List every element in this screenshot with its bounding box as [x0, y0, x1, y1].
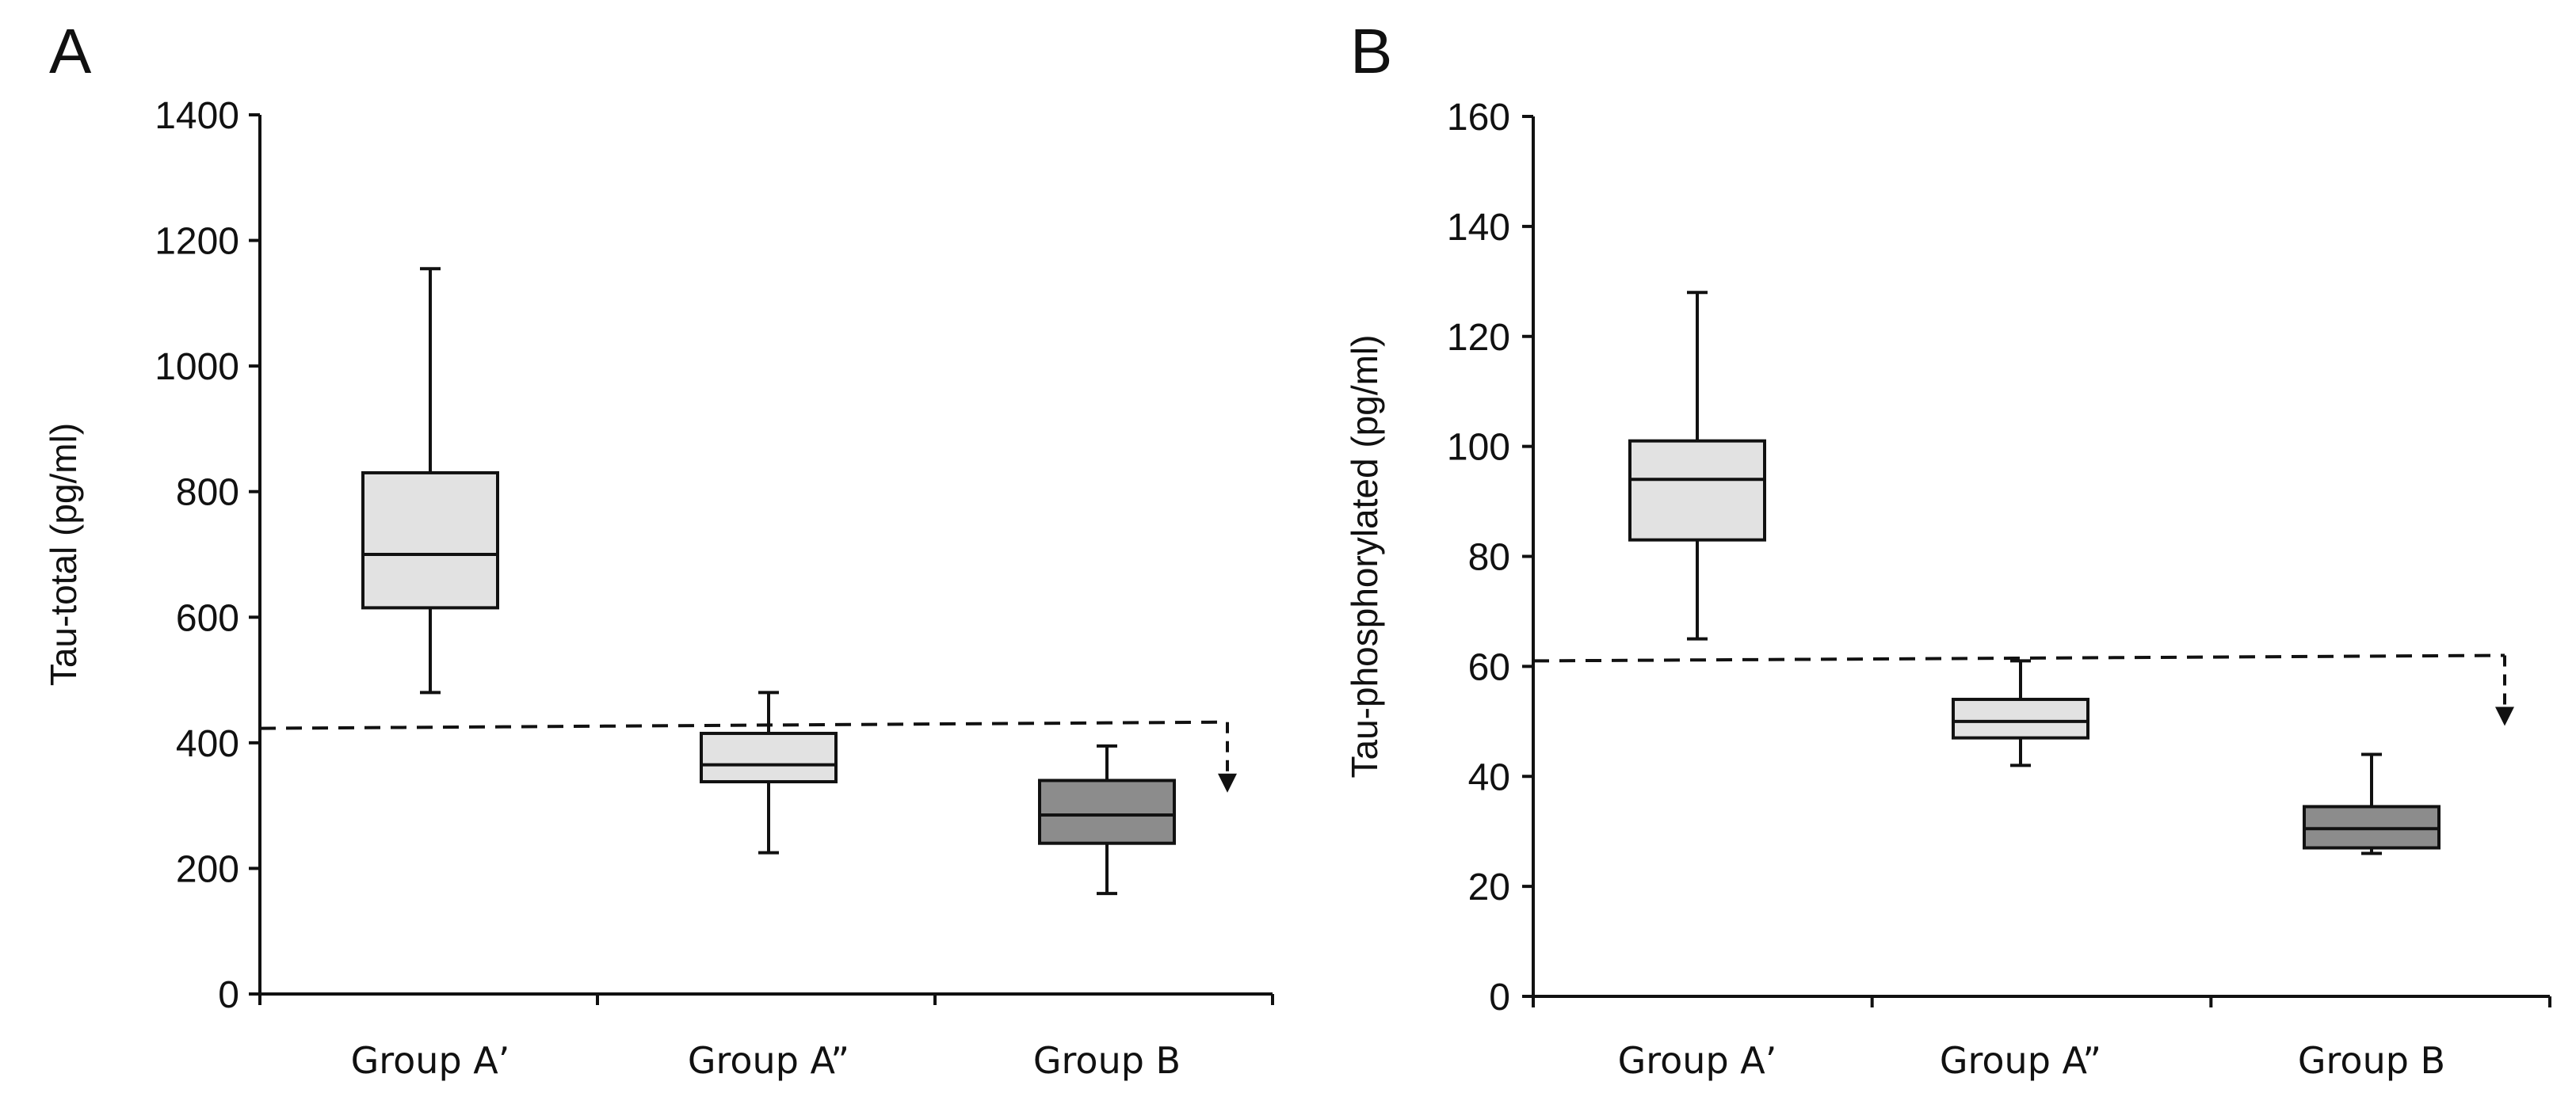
box-1 [361, 267, 499, 695]
box-3 [2303, 752, 2441, 855]
y-tick-label: 160 [1447, 97, 1510, 139]
y-tick-label: 1400 [155, 95, 239, 137]
iqr-box [1628, 439, 1766, 542]
y-axis-title: Tau-total (pg/ml) [43, 423, 84, 686]
y-tick-label: 1000 [155, 346, 239, 388]
reference-arrow-head [2495, 706, 2514, 726]
reference-dashed-line [1532, 653, 2505, 663]
x-category-label: Group A’ [1618, 1039, 1777, 1082]
y-tick-label: 120 [1447, 317, 1510, 359]
iqr-box [1952, 698, 2089, 740]
reference-arrow-head [1218, 773, 1237, 793]
panel-letter-a: A [49, 16, 92, 86]
y-axis-title: Tau-phosphorylated (pg/ml) [1344, 335, 1385, 779]
y-tick-label: 600 [176, 597, 239, 639]
panel-b-boxplot: 0 20 40 60 80 100 120 140 160 Group A’ Group A” Gro… [1344, 97, 2551, 1082]
box-1 [1628, 291, 1766, 641]
y-tick-label: 400 [176, 723, 239, 765]
y-tick-label: 60 [1468, 646, 1510, 688]
y-tick-label: 200 [176, 848, 239, 890]
y-tick-label: 80 [1468, 537, 1510, 579]
box-3 [1038, 744, 1176, 896]
x-category-label: Group A” [688, 1039, 849, 1082]
box-2 [700, 691, 838, 855]
x-category-label: Group A” [1940, 1039, 2101, 1082]
y-tick-label: 1200 [155, 221, 239, 263]
x-category-label: Group A’ [351, 1039, 510, 1082]
iqr-box [361, 470, 499, 610]
y-tick-label: 0 [1489, 977, 1510, 1019]
y-tick-label: 800 [176, 472, 239, 514]
x-category-label: Group B [1033, 1039, 1181, 1082]
y-tick-label: 100 [1447, 427, 1510, 469]
y-tick-label: 0 [218, 974, 239, 1016]
iqr-box [700, 731, 838, 784]
reference-dashed-line [259, 720, 1228, 730]
iqr-box [1038, 779, 1176, 845]
box-2 [1952, 659, 2089, 767]
panel-a-boxplot: 0 200 400 600 800 1000 1200 1400 Group A’ Group A… [43, 95, 1274, 1082]
y-tick-label: 140 [1447, 207, 1510, 249]
y-tick-label: 40 [1468, 756, 1510, 798]
panel-letter-b: B [1350, 16, 1392, 86]
x-category-label: Group B [2298, 1039, 2445, 1082]
y-tick-label: 20 [1468, 866, 1510, 908]
